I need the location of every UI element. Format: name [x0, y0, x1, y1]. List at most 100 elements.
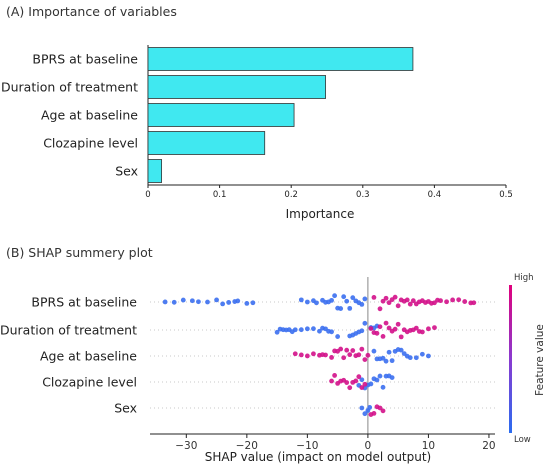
colorbar-low-label: Low — [514, 435, 531, 445]
shap-point-high — [356, 374, 362, 380]
category-label-sex: Sex — [115, 164, 138, 179]
shap-point-low — [180, 297, 186, 303]
shap-point-low — [368, 381, 374, 387]
shap-point-high — [398, 334, 404, 340]
bar-age-at-baseline — [147, 103, 295, 127]
shap-point-high — [374, 330, 380, 336]
shap-point-high — [377, 306, 383, 312]
shap-beeswarm-plot: −30 −20 −10 0 10 20 BPRS at baseline Duration o… — [0, 277, 496, 452]
shap-point-low — [162, 299, 168, 305]
feature-label-bprs-at-baseline: BPRS at baseline — [31, 295, 137, 310]
feature-label-age-at-baseline: Age at baseline — [40, 349, 137, 364]
shap-point-low — [413, 355, 419, 361]
shap-point-high — [365, 352, 371, 358]
shap-point-low — [359, 328, 365, 334]
shap-point-high — [298, 352, 304, 358]
shap-point-high — [395, 303, 401, 309]
x-tick-label: 0 — [145, 190, 150, 200]
shap-point-high — [350, 348, 356, 353]
shap-point-high — [392, 294, 398, 300]
shap-point-high — [386, 325, 392, 331]
x-tick-label: 10 — [422, 440, 435, 452]
shap-point-high — [368, 326, 374, 331]
shap-point-low — [317, 328, 322, 334]
category-label-duration-of-treatment: Duration of treatment — [1, 80, 138, 95]
shap-point-high — [444, 299, 449, 305]
x-tick-label: 0.2 — [284, 190, 298, 200]
x-tick-label: −30 — [175, 440, 197, 452]
shap-point-low — [389, 375, 395, 381]
shap-point-high — [329, 378, 334, 384]
shap-point-low — [214, 297, 219, 303]
shap-point-high — [377, 324, 383, 330]
category-label-clozapine-level: Clozapine level — [43, 136, 138, 151]
shap-point-high — [438, 298, 443, 304]
shap-point-low — [344, 298, 350, 304]
shap-point-low — [362, 320, 368, 326]
shap-point-low — [338, 306, 344, 311]
shap-point-low — [398, 347, 404, 353]
importance-bar-chart: BPRS at baseline Duration of treatment Age… — [1, 45, 513, 200]
shap-point-low — [205, 299, 210, 305]
shap-point-high — [356, 352, 362, 358]
shap-point-high — [359, 346, 365, 352]
shap-point-low — [359, 377, 365, 383]
shap-point-low — [235, 298, 241, 304]
category-label-age-at-baseline: Age at baseline — [41, 108, 138, 123]
shap-point-low — [371, 348, 377, 354]
shap-point-low — [298, 297, 304, 303]
shap-axis-label: SHAP value (impact on model output) — [205, 450, 432, 464]
shap-point-low — [304, 299, 310, 305]
shap-point-high — [471, 300, 477, 306]
shap-point-low — [171, 299, 177, 305]
shap-point-high — [392, 326, 398, 332]
shap-point-high — [380, 333, 386, 339]
shap-point-high — [362, 357, 368, 362]
shap-point-high — [419, 329, 425, 335]
shap-point-low — [196, 299, 201, 305]
shap-point-low — [380, 355, 386, 361]
shap-point-low — [350, 295, 356, 301]
shap-point-high — [353, 378, 359, 384]
shap-point-low — [226, 300, 232, 305]
shap-point-low — [362, 411, 368, 417]
shap-point-high — [380, 298, 386, 304]
shap-point-low — [341, 294, 347, 300]
shap-point-low — [250, 300, 256, 306]
shap-point-low — [244, 301, 250, 306]
shap-point-high — [426, 326, 431, 332]
shap-point-low — [332, 293, 338, 299]
feature-label-sex: Sex — [114, 401, 137, 416]
shap-point-high — [407, 301, 413, 307]
x-tick-label: 0.3 — [356, 190, 370, 200]
category-label-bprs-at-baseline: BPRS at baseline — [32, 52, 138, 67]
shap-point-high — [383, 320, 389, 326]
shap-point-high — [344, 347, 350, 353]
shap-point-high — [371, 294, 377, 300]
shap-point-low — [359, 405, 365, 411]
shap-point-low — [335, 334, 341, 339]
shap-point-low — [359, 302, 365, 307]
feature-label-clozapine-level: Clozapine level — [42, 375, 137, 390]
shap-point-high — [329, 355, 334, 360]
x-tick-label: 0.1 — [213, 190, 227, 200]
importance-axis-label: Importance — [286, 207, 355, 221]
shap-point-high — [362, 381, 368, 387]
panel-a-title: (A) Importance of variables — [6, 4, 177, 19]
shap-point-low — [304, 326, 310, 332]
shap-point-low — [311, 326, 316, 332]
bar-bprs-at-baseline — [147, 47, 414, 71]
x-tick-label: −20 — [236, 440, 258, 452]
shap-point-high — [383, 295, 389, 301]
feature-label-duration-of-treatment: Duration of treatment — [0, 323, 137, 338]
shap-point-high — [323, 352, 328, 358]
colorbar-label: Feature value — [534, 324, 546, 396]
shap-point-low — [374, 377, 380, 383]
shap-point-low — [386, 349, 392, 355]
shap-point-high — [413, 325, 419, 331]
panel-b-title: (B) SHAP summery plot — [6, 245, 153, 260]
shap-point-low — [292, 327, 298, 333]
shap-point-low — [298, 327, 304, 333]
shap-point-high — [304, 353, 310, 359]
